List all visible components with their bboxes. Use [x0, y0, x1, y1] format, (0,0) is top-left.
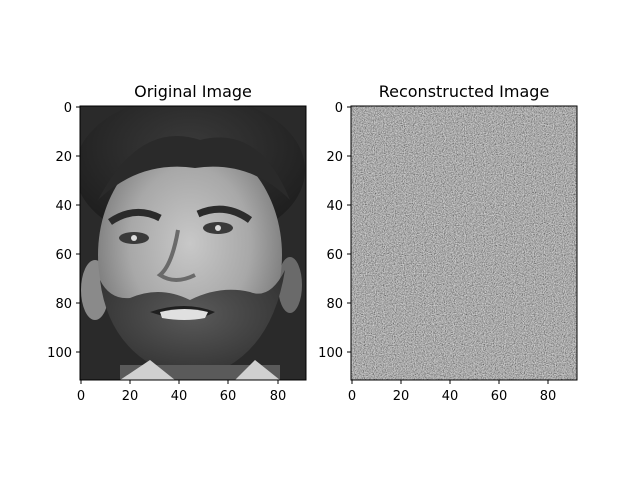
right-y-axis: 0 20 40 60 80 100	[318, 101, 351, 361]
left-x-tick-label: 20	[122, 389, 139, 404]
left-y-tick-label: 20	[55, 150, 72, 165]
left-x-tick-label: 0	[77, 389, 85, 404]
right-y-tick-label: 20	[326, 150, 343, 165]
original-face-image	[80, 106, 306, 380]
right-x-tick-label: 60	[491, 389, 508, 404]
right-x-tick-label: 80	[540, 389, 557, 404]
right-y-tick-label: 80	[326, 297, 343, 312]
right-y-tick-label: 100	[318, 346, 343, 361]
right-y-tick-label: 40	[326, 199, 343, 214]
right-x-tick-label: 0	[348, 389, 356, 404]
left-x-tick-label: 80	[270, 389, 287, 404]
left-x-tick-label: 60	[220, 389, 237, 404]
left-y-tick-label: 100	[47, 346, 72, 361]
left-panel-title: Original Image	[134, 82, 252, 101]
left-y-tick-label: 60	[55, 248, 72, 263]
right-x-tick-label: 40	[442, 389, 459, 404]
reconstructed-face-image	[351, 106, 577, 380]
left-axes-frame	[79, 105, 307, 381]
right-y-tick-label: 0	[335, 101, 343, 116]
left-x-axis: 0 20 40 60 80	[77, 380, 286, 404]
left-x-tick-label: 40	[171, 389, 188, 404]
left-y-tick-label: 40	[55, 199, 72, 214]
right-axes-frame	[350, 105, 578, 381]
right-y-tick-label: 60	[326, 248, 343, 263]
right-panel-title: Reconstructed Image	[379, 82, 550, 101]
left-y-tick-label: 0	[64, 101, 72, 116]
left-y-axis: 0 20 40 60 80 100	[47, 101, 80, 361]
left-y-tick-label: 80	[55, 297, 72, 312]
right-x-axis: 0 20 40 60 80	[348, 380, 556, 404]
left-panel: Original Image	[47, 82, 307, 404]
right-x-tick-label: 20	[393, 389, 410, 404]
right-panel: Reconstructed Image 0 20 40 60 80 100	[318, 82, 578, 404]
